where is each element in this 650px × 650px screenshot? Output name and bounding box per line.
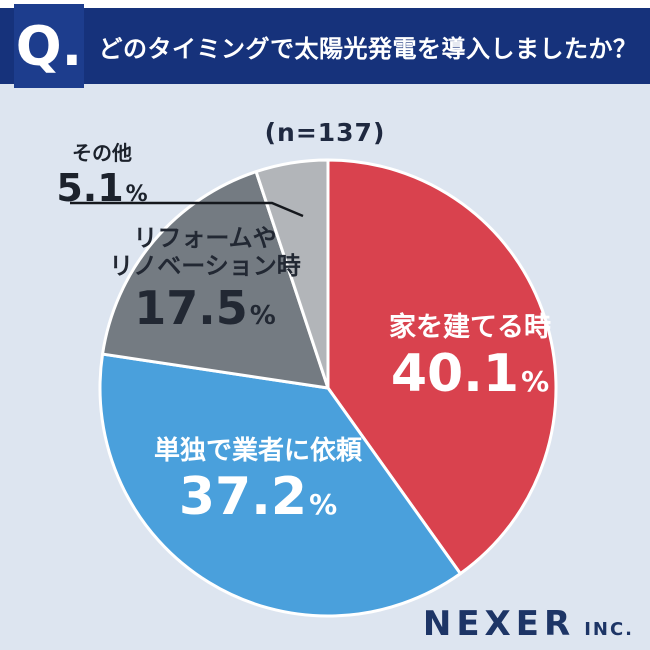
percent-sign-other: % bbox=[125, 181, 148, 207]
slice-label-other: その他 5.1% bbox=[46, 141, 158, 211]
slice-percent-house: 40.1% bbox=[352, 344, 588, 405]
percent-sign-renovation: % bbox=[249, 300, 276, 331]
slice-label-renovation: リフォームや リノベーション時 17.5% bbox=[86, 224, 324, 335]
slice-percent-contractor: 37.2% bbox=[134, 467, 382, 528]
slice-name-renovation-line2: リノベーション時 bbox=[109, 252, 301, 281]
brand-name: NEXER bbox=[422, 604, 576, 644]
question-title: どのタイミングで太陽光発電を導入しましたか？ bbox=[98, 34, 638, 63]
pie-slice-2 bbox=[101, 170, 330, 390]
slice-percent-value-house: 40.1 bbox=[390, 343, 520, 404]
slice-percent-value-renovation: 17.5 bbox=[134, 280, 248, 335]
pie-slice-3 bbox=[254, 158, 330, 390]
percent-sign-contractor: % bbox=[309, 487, 338, 521]
slice-name-house: 家を建てる時 bbox=[389, 312, 551, 343]
slice-name-contractor: 単独で業者に依頼 bbox=[153, 436, 362, 466]
percent-sign-house: % bbox=[521, 364, 550, 398]
slice-percent-value-contractor: 37.2 bbox=[178, 466, 308, 527]
q-logo-text: Q. bbox=[15, 14, 83, 78]
slice-percent-renovation: 17.5% bbox=[86, 281, 324, 335]
q-logo: Q. bbox=[14, 4, 84, 88]
brand-suffix: INC. bbox=[584, 619, 634, 640]
brand-logo: NEXER INC. bbox=[423, 604, 634, 644]
sample-size-label: (n=137) bbox=[264, 118, 386, 147]
slice-percent-other: 5.1% bbox=[46, 166, 158, 211]
pie-slice-0 bbox=[326, 158, 558, 576]
question-header: どのタイミングで太陽光発電を導入しましたか？ bbox=[0, 8, 650, 84]
pie-slices bbox=[98, 158, 558, 618]
other-leader-line bbox=[70, 201, 304, 218]
slice-name-other: その他 bbox=[72, 141, 132, 165]
slice-name-renovation-line1: リフォームや bbox=[133, 224, 277, 252]
pie-slice-1 bbox=[98, 352, 462, 618]
slice-percent-value-other: 5.1 bbox=[56, 165, 124, 210]
slice-label-contractor: 単独で業者に依頼 37.2% bbox=[134, 436, 382, 528]
slice-label-house: 家を建てる時 40.1% bbox=[352, 312, 588, 405]
